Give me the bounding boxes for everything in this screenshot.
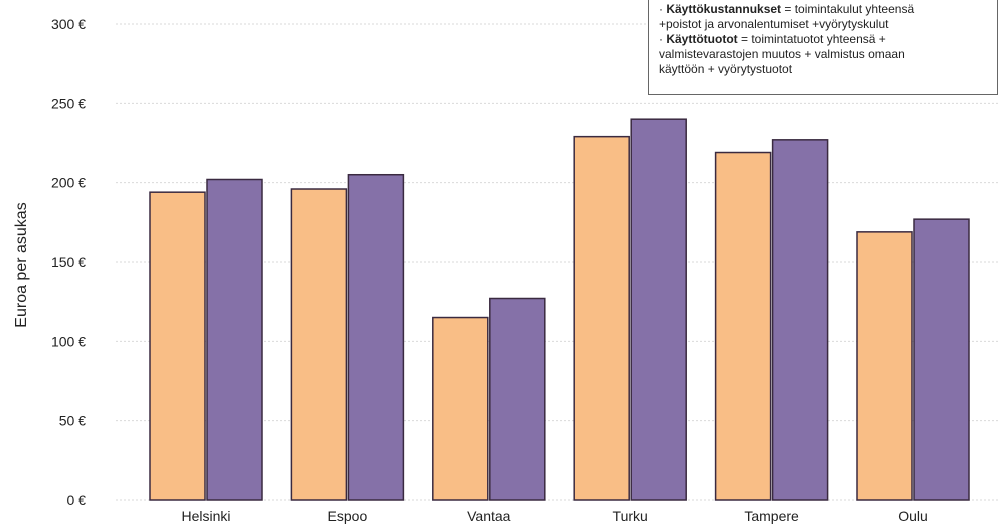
y-axis-ticks: 0 € 50 € 100 € 150 € 200 € 250 € 300 € [51,16,86,508]
bar-turku-series-1 [573,135,630,501]
y-tick-label: 300 € [51,16,86,32]
bar-helsinki-series-2 [206,178,263,501]
x-tick-label-vantaa: Vantaa [467,508,511,524]
x-tick-label-turku: Turku [613,508,648,524]
bar-oulu-series-2 [913,218,970,501]
y-tick-label: 200 € [51,175,86,191]
bar-espoo-series-2 [347,173,405,501]
bar-vantaa-series-1 [432,316,489,501]
y-tick-label: 0 € [67,492,87,508]
note-line-3: · Käyttötuotot = toimintatuotot yhteensä… [659,32,886,46]
y-tick-label: 250 € [51,95,86,111]
x-tick-label-helsinki: Helsinki [181,508,230,524]
x-tick-label-espoo: Espoo [328,508,368,524]
y-tick-label: 150 € [51,254,86,270]
bar-tampere-series-2 [771,139,829,501]
x-axis-ticks: Helsinki Espoo Vantaa Turku Tampere Oulu [181,508,927,524]
bar-tampere-series-1 [714,151,772,501]
bar-espoo-series-1 [290,188,348,501]
y-tick-label: 50 € [59,413,86,429]
note-definition-1: = toimintakulut yhteensä [781,2,915,16]
bar-turku-series-2 [630,118,687,501]
bar-oulu-series-1 [856,231,913,501]
note-definition-3: = toimintatuotot yhteensä + [737,32,886,46]
bar-helsinki-series-1 [149,191,206,501]
x-tick-label-oulu: Oulu [898,508,928,524]
bar-vantaa-series-2 [489,297,546,501]
x-tick-label-tampere: Tampere [744,508,799,524]
note-line-2: +poistot ja arvonalentumiset +vyörytysku… [659,17,889,31]
y-axis-label: Euroa per asukas [13,202,30,327]
note-term-kayttotuotot: Käyttötuotot [666,32,738,46]
grid-lines [116,23,998,501]
y-tick-label: 100 € [51,333,86,349]
note-line-1: · Käyttökustannukset = toimintakulut yht… [659,2,915,16]
note-term-kayttokustannukset: Käyttökustannukset [666,2,782,16]
definitions-note: · Käyttökustannukset = toimintakulut yht… [648,0,998,95]
note-line-5: käyttöön + vyörytystuotot [659,62,793,76]
note-line-4: valmistevarastojen muutos + valmistus om… [659,47,905,61]
bars [149,118,970,501]
